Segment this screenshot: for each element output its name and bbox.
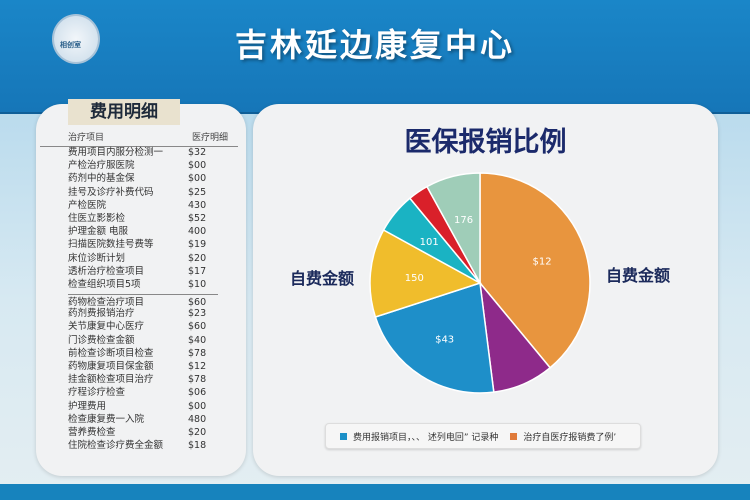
item-amount: $60 [188, 321, 207, 333]
item-amount: $20 [188, 426, 207, 438]
table-row: 挂号及诊疗补费代码 $25 [68, 186, 218, 199]
pie-slice [479, 172, 591, 369]
cost-detail-card [36, 104, 246, 476]
item-amount: 430 [188, 199, 207, 211]
item-amount: $60 [188, 297, 207, 309]
item-amount: $52 [188, 212, 207, 224]
table-row: 检查组织项目5项 $10 [68, 278, 218, 291]
item-amount: $18 [188, 440, 207, 452]
table-row: 疗程诊疗检查 $06 [68, 386, 218, 399]
item-name: 关节康复中心医疗 [68, 321, 145, 333]
item-amount: 480 [188, 413, 207, 425]
table-row: 住医立影影检 $52 [68, 212, 218, 225]
slice-label: $43 [435, 335, 454, 346]
item-amount: $00 [188, 400, 207, 412]
legend-item: 治疗自医疗报销费了例’ [523, 432, 617, 443]
item-amount: $19 [188, 239, 207, 251]
item-amount: $23 [188, 308, 207, 320]
slice-label: 150 [405, 273, 424, 284]
item-amount: $32 [188, 147, 207, 158]
item-name: 费用项目内服分检测一 [68, 147, 164, 158]
slice-label: $12 [533, 257, 552, 268]
table-row: 药物康复项目保金额 $12 [68, 360, 218, 373]
column-header: 治疗项目 [68, 133, 105, 143]
legend-swatch [510, 432, 518, 440]
item-amount: $00 [188, 160, 207, 172]
item-amount: $10 [188, 278, 207, 290]
table-row: 门诊费检查金额 $40 [68, 334, 218, 347]
item-name: 护理金额 电服 [68, 226, 129, 238]
chart-legend: 费用报销项目，、、 述列电回” 记录种 治疗自医疗报销费了例’ [325, 423, 641, 449]
table-row: 前检查诊断项目检查 $78 [68, 347, 218, 360]
table-row: 护理费用 $00 [68, 400, 218, 413]
item-amount: $78 [188, 347, 207, 359]
header-bar: 相创室 吉林延边康复中心 [0, 0, 750, 114]
cost-detail-title: 费用明细 [68, 99, 180, 125]
pie-slice [425, 172, 481, 284]
item-name: 挂号及诊疗补费代码 [68, 186, 154, 198]
table-row: 床位诊断计划 $20 [68, 252, 218, 265]
side-label-right: 自费金额 [606, 266, 671, 285]
item-amount: $78 [188, 374, 207, 386]
item-amount: 400 [188, 226, 207, 238]
legend-swatch [340, 432, 347, 440]
item-name: 门诊费检查金额 [68, 334, 135, 346]
chart-title: 医保报销比例 [404, 127, 567, 158]
table-row: 扫描医院数挂号费等 $19 [68, 238, 218, 251]
table-header: 治疗项目 医疗明细 [68, 130, 228, 143]
item-name: 透析治疗检查项目 [68, 265, 145, 277]
item-name: 产检治疗服医院 [68, 160, 135, 172]
item-name: 药物康复项目保金额 [68, 361, 154, 372]
table-row: 挂金额检查项目治疗 $78 [68, 373, 218, 386]
item-name: 药剂中的基金保 [68, 173, 135, 185]
table-row: 关节康复中心医疗 $60 [68, 320, 218, 333]
item-name: 护理费用 [68, 400, 107, 412]
item-name: 药物检查治疗项目 [68, 297, 145, 309]
table-row: 药剂费报销治疗 $23 [68, 307, 218, 320]
item-name: 前检查诊断项目检查 [68, 347, 154, 359]
divider [40, 146, 238, 147]
slice-label: 101 [420, 237, 439, 248]
item-amount: $17 [188, 265, 207, 277]
item-amount: $00 [188, 173, 207, 185]
item-name: 住院检查诊疗费全金额 [68, 440, 164, 452]
table-row: 营养费检查 $20 [68, 426, 218, 439]
page-title: 吉林延边康复中心 [234, 26, 515, 64]
item-name: 扫描医院数挂号费等 [68, 239, 154, 251]
logo-emblem: 相创室 [52, 14, 100, 64]
item-amount: $06 [188, 387, 207, 399]
cost-table: 费用项目内服分检测一 $32 产检治疗服医院 $00 药剂中的基金保 $00 挂号及诊疗补费… [68, 146, 218, 452]
item-amount: $20 [188, 252, 207, 264]
item-name: 营养费检查 [68, 426, 116, 438]
table-row: 住院检查诊疗费全金额 $18 [68, 439, 218, 452]
table-row: 产检治疗服医院 $00 [68, 159, 218, 172]
side-label-left: 自费金额 [290, 269, 355, 288]
table-row: 透析治疗检查项目 $17 [68, 265, 218, 278]
item-name: 产检医院 [68, 199, 107, 211]
item-name: 疗程诊疗检查 [68, 387, 126, 399]
pie-slice [369, 228, 482, 318]
slice-label: 176 [454, 215, 473, 226]
table-row: 护理金额 电服 400 [68, 225, 218, 238]
legend-item: 费用报销项目，、、 述列电回” 记录种 [353, 432, 499, 443]
item-name: 住医立影影检 [68, 212, 126, 224]
item-name: 床位诊断计划 [68, 252, 126, 264]
pie-slice [374, 282, 495, 394]
table-row: 费用项目内服分检测一 $32 [68, 146, 218, 159]
item-amount: $25 [188, 186, 207, 198]
table-row: 药物检查治疗项目 $60 [68, 294, 218, 309]
table-row: 药剂中的基金保 $00 [68, 172, 218, 185]
footer-bar [0, 484, 750, 500]
table-row: 检查康复费一入院 480 [68, 413, 218, 426]
logo-text: 相创室 [60, 41, 81, 49]
item-name: 挂金额检查项目治疗 [68, 374, 154, 386]
item-name: 检查康复费一入院 [68, 413, 145, 425]
item-name: 药剂费报销治疗 [68, 308, 135, 320]
table-row: 产检医院 430 [68, 199, 218, 212]
item-name: 检查组织项目5项 [68, 278, 141, 290]
item-amount: $12 [188, 361, 207, 372]
item-amount: $40 [188, 334, 207, 346]
column-header: 医疗明细 [191, 133, 228, 143]
pie-chart: $12 $43 150 101 176 [369, 172, 591, 394]
